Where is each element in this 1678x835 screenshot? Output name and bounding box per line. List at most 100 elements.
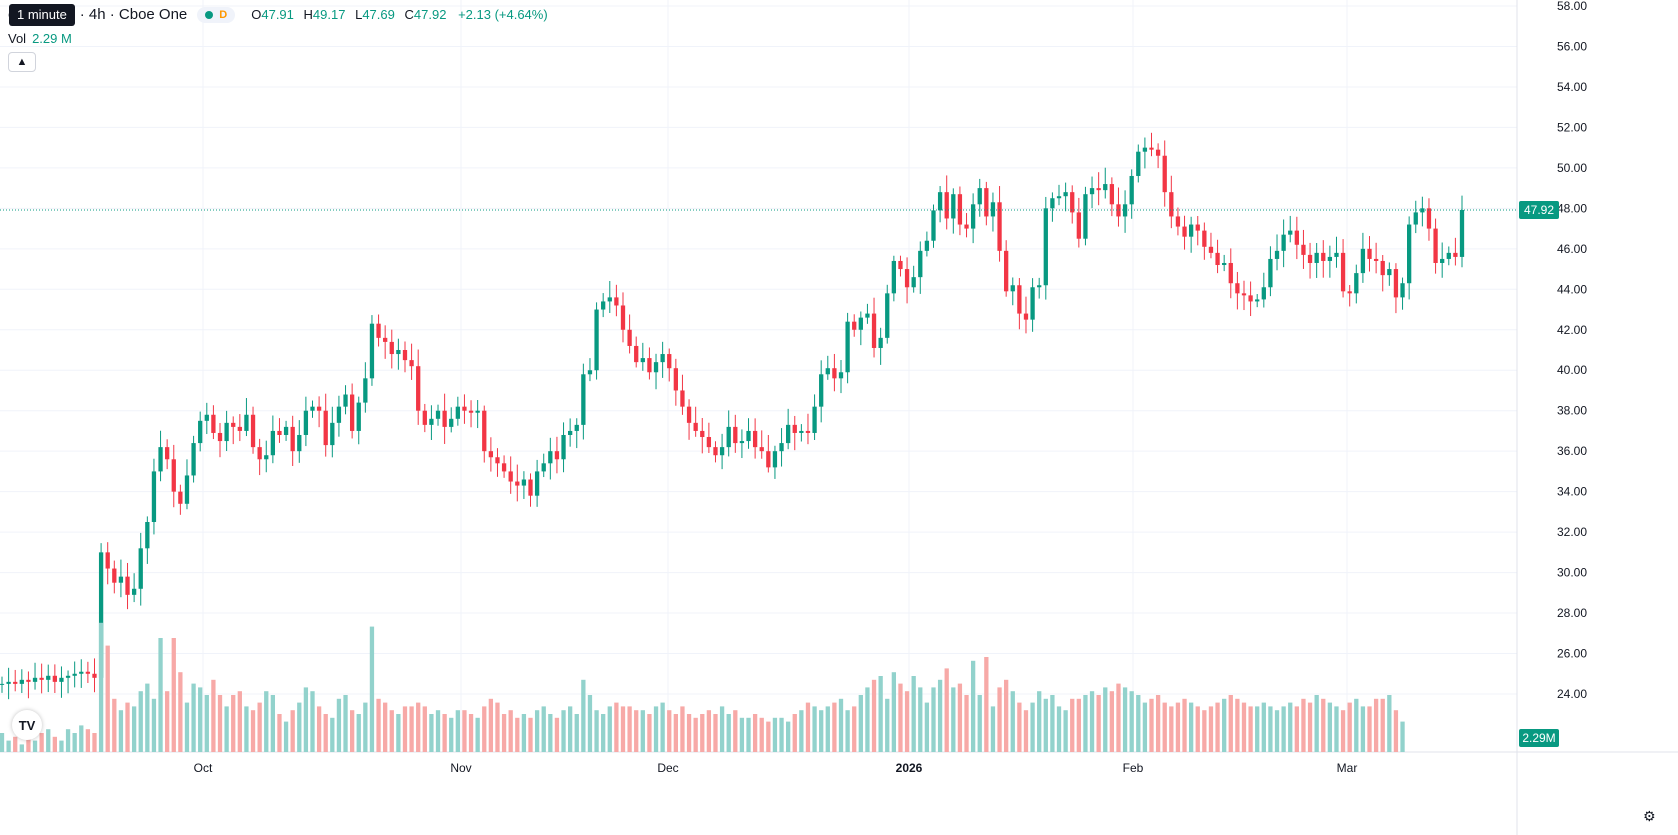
candle-body (396, 350, 401, 355)
volume-bar (911, 676, 916, 752)
volume-bar (521, 714, 527, 752)
candle-body (165, 447, 170, 460)
candle-body (832, 368, 837, 379)
candle-body (151, 471, 157, 522)
candle-body (1076, 212, 1081, 239)
volume-bar (832, 702, 837, 752)
volume-bar (125, 702, 130, 752)
candle-body (1314, 252, 1319, 263)
candle-body (931, 210, 936, 241)
candle-body (574, 424, 579, 431)
candle-body (6, 681, 11, 684)
tradingview-logo-icon[interactable]: TV (12, 710, 42, 740)
candle-body (792, 424, 797, 433)
y-tick-label: 38.00 (1557, 404, 1587, 418)
volume-bar (204, 695, 209, 752)
volume-bar (1076, 698, 1081, 752)
volume-bar (647, 714, 652, 752)
candle-body (1235, 283, 1240, 294)
candle-body (112, 568, 117, 583)
market-status-dot (205, 10, 214, 19)
volume-bar (567, 706, 573, 752)
y-tick-label: 44.00 (1557, 282, 1587, 296)
candle-body (1367, 248, 1372, 259)
y-tick-label: 36.00 (1557, 444, 1587, 458)
volume-bar (1023, 710, 1029, 752)
volume-bar (713, 714, 718, 752)
x-tick-label: Dec (657, 761, 678, 775)
volume-bar (158, 638, 163, 752)
candle-body (1387, 269, 1392, 276)
candle-body (171, 459, 176, 492)
candle-body (779, 443, 784, 452)
volume-bar (1149, 698, 1154, 752)
volume-bar (356, 714, 361, 752)
volume-bar (369, 626, 375, 752)
volume-bar (1010, 691, 1015, 752)
volume-bar (6, 740, 11, 752)
y-tick-label: 56.00 (1557, 39, 1587, 53)
candle-body (65, 675, 71, 678)
volume-bar (13, 736, 18, 752)
volume-bar (937, 679, 943, 752)
candle-body (990, 202, 996, 217)
volume-bar (607, 706, 612, 752)
candle-body (336, 406, 342, 423)
volume-bar (468, 714, 474, 752)
volume-bar (112, 698, 117, 752)
candle-body (257, 447, 262, 460)
candle-body (680, 390, 685, 407)
volume-bar (250, 710, 256, 752)
candle-body (1215, 252, 1220, 266)
candle-body (1208, 246, 1214, 253)
candle-body (1155, 149, 1161, 156)
volume-bar (264, 691, 269, 752)
chart-legend: orporation · 4h · Cboe One D O47.91 H49.… (8, 6, 548, 23)
candle-body (1129, 175, 1134, 205)
volume-bar (700, 714, 705, 752)
volume-bar (1301, 698, 1306, 752)
volume-bar (1109, 691, 1115, 752)
volume-bar (191, 683, 196, 752)
volume-bar (316, 706, 322, 752)
volume-bar (105, 645, 110, 752)
candle-body (561, 434, 566, 460)
candle-body (1070, 192, 1075, 213)
volume-bar (283, 721, 289, 752)
gear-icon[interactable]: ⚙ (1643, 808, 1656, 824)
candle-body (620, 305, 626, 330)
candle-body (178, 491, 183, 504)
candle-body (501, 463, 507, 472)
volume-bar (772, 717, 778, 752)
volume-bar (1004, 679, 1009, 752)
volume-bar (620, 706, 626, 752)
candle-body (508, 471, 513, 482)
status-indicators[interactable]: D (197, 6, 236, 23)
volume-bar (964, 695, 969, 752)
volume-bar (951, 687, 956, 752)
volume-bar (145, 683, 150, 752)
candle-body (224, 422, 229, 442)
y-tick-label: 34.00 (1557, 485, 1587, 499)
collapse-legend-button[interactable]: ▲ (8, 52, 36, 72)
volume-bar (138, 691, 143, 752)
low-value: 47.69 (362, 7, 395, 22)
volume-bar (706, 710, 712, 752)
volume-bar (435, 710, 441, 752)
volume-bar (726, 714, 731, 752)
candle-body (970, 204, 976, 229)
candle-body (825, 368, 830, 375)
volume-bar (653, 706, 659, 752)
volume-bar (819, 710, 824, 752)
candle-body (158, 447, 163, 472)
candle-body (726, 426, 731, 448)
candle-body (977, 188, 982, 205)
y-tick-label: 52.00 (1557, 120, 1587, 134)
candle-body (898, 260, 903, 270)
candle-body (733, 426, 738, 444)
volume-bar (534, 710, 540, 752)
candle-body (297, 434, 302, 452)
volume-bar (131, 706, 137, 752)
